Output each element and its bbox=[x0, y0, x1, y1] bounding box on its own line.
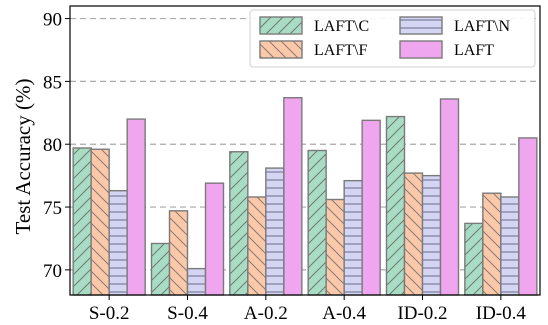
x-tick-label: ID-0.2 bbox=[397, 303, 447, 324]
bar-hatch bbox=[422, 175, 441, 295]
legend-label: LAFT\F bbox=[314, 42, 367, 59]
bar-hatch bbox=[229, 151, 248, 295]
bar-hatch bbox=[265, 168, 284, 295]
bar bbox=[247, 196, 267, 296]
bar-hatch bbox=[109, 190, 128, 295]
legend-box bbox=[249, 9, 536, 68]
bar-hatch bbox=[187, 268, 206, 295]
legend-swatch-outline bbox=[399, 16, 443, 35]
bar bbox=[421, 174, 442, 296]
x-tick-label: A-0.2 bbox=[244, 303, 288, 324]
bar-hatch bbox=[326, 199, 345, 295]
bar bbox=[439, 98, 460, 296]
bar bbox=[168, 210, 189, 296]
bar bbox=[403, 172, 424, 296]
legend-swatch bbox=[400, 41, 442, 58]
bar-hatch bbox=[464, 223, 483, 295]
bar bbox=[361, 119, 381, 296]
bar bbox=[72, 147, 92, 296]
legend-swatch-hatch bbox=[260, 17, 302, 34]
bar bbox=[283, 97, 303, 296]
bar-hatch bbox=[91, 149, 110, 295]
plot-frame bbox=[69, 5, 541, 296]
bar bbox=[229, 151, 249, 296]
bar-hatch bbox=[482, 193, 501, 295]
x-tick-label: S-0.2 bbox=[89, 303, 130, 324]
bar bbox=[385, 115, 406, 296]
bar bbox=[90, 148, 110, 296]
axes: 70 75 80 85 90 S-0.2 S-0.4 A-0.2 A-0.4 ID-0.2 ID-0… bbox=[43, 5, 541, 324]
legend-swatch-hatch bbox=[400, 17, 442, 34]
bar bbox=[518, 137, 538, 296]
bar-hatch bbox=[308, 150, 327, 295]
bar bbox=[464, 222, 484, 296]
legend-swatch-outline bbox=[259, 16, 303, 35]
bar bbox=[500, 196, 520, 296]
bar-hatch bbox=[151, 243, 170, 295]
bar-fill bbox=[127, 119, 146, 295]
bar bbox=[265, 167, 285, 296]
legend-item: LAFT bbox=[399, 40, 494, 59]
bar bbox=[482, 192, 502, 296]
bar-hatch bbox=[247, 196, 266, 295]
legend-item: LAFT\F bbox=[259, 40, 367, 59]
bar-hatch bbox=[500, 196, 519, 295]
bar bbox=[186, 267, 207, 296]
y-tick-label: 85 bbox=[43, 72, 62, 93]
bar-fill bbox=[362, 120, 381, 295]
bar-hatch bbox=[344, 180, 363, 295]
bar bbox=[150, 242, 171, 296]
legend-item: LAFT\N bbox=[399, 16, 510, 35]
bar bbox=[108, 190, 128, 296]
bar bbox=[307, 149, 327, 296]
legend: LAFT\C LAFT\F LAFT\N LAFT bbox=[249, 9, 536, 68]
bar-fill bbox=[440, 98, 459, 295]
bar bbox=[204, 182, 225, 296]
legend-swatch-outline bbox=[399, 40, 443, 59]
bar-fill bbox=[205, 183, 224, 295]
y-tick-label: 80 bbox=[43, 135, 62, 156]
legend-label: LAFT\N bbox=[454, 18, 510, 35]
legend-item: LAFT\C bbox=[259, 16, 369, 35]
y-tick-label: 90 bbox=[43, 10, 62, 31]
legend-swatch-outline bbox=[259, 40, 303, 59]
bar bbox=[343, 179, 363, 296]
bars bbox=[72, 97, 538, 296]
bar-hatch bbox=[169, 210, 188, 295]
bar bbox=[126, 118, 146, 296]
bar-fill bbox=[518, 137, 537, 295]
x-tick-label: ID-0.4 bbox=[476, 303, 527, 324]
bar-hatch bbox=[386, 116, 405, 295]
y-tick-label: 70 bbox=[43, 261, 62, 282]
x-tick-label: A-0.4 bbox=[322, 303, 366, 324]
legend-label: LAFT bbox=[454, 42, 494, 59]
x-tick-label: S-0.4 bbox=[167, 303, 208, 324]
bar-fill bbox=[283, 97, 302, 295]
y-axis-label: Test Accuracy (%) bbox=[11, 79, 35, 235]
bar-hatch bbox=[73, 147, 92, 295]
y-tick-label: 75 bbox=[43, 198, 62, 219]
bar bbox=[325, 198, 345, 296]
legend-label: LAFT\C bbox=[314, 18, 369, 35]
legend-swatch-hatch bbox=[260, 41, 302, 58]
bar-hatch bbox=[404, 173, 423, 295]
